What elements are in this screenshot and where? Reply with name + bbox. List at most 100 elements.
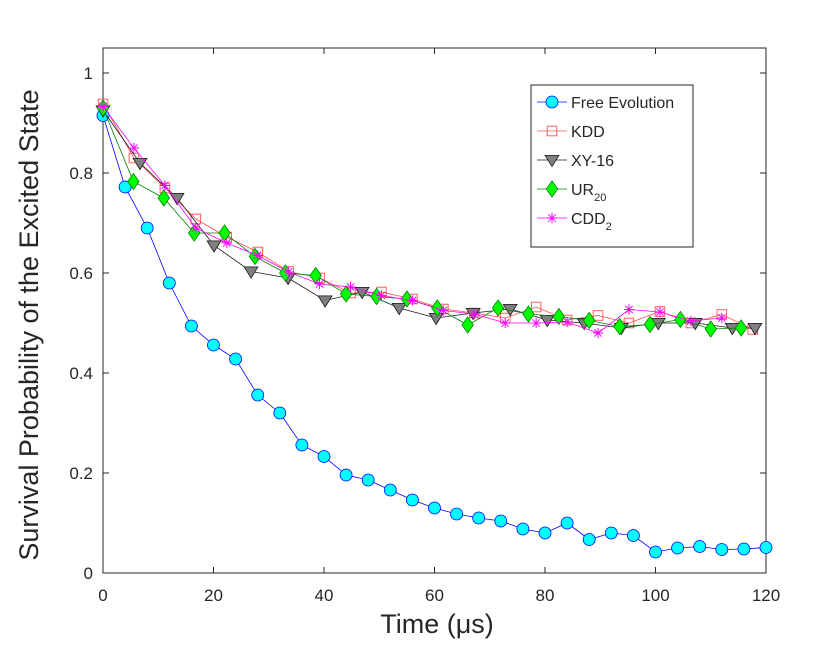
legend-label-subscript: 2	[606, 221, 612, 233]
data-point-xy16	[747, 322, 763, 336]
data-point-free	[184, 319, 198, 333]
data-point-xy16	[169, 192, 185, 206]
data-point-cdd2	[376, 290, 387, 301]
series-cdd2	[97, 101, 727, 339]
data-point-free	[140, 221, 154, 235]
data-point-cdd2	[345, 281, 356, 293]
legend-item-xy16: XY-16	[537, 153, 614, 170]
data-point-cdd2	[159, 180, 170, 191]
data-point-xy16	[354, 286, 370, 300]
axes-group: 0 20 40 60 80 100 120 0 0.2 0.4 0.6 0.8 1	[69, 47, 780, 605]
legend-marker-cdd2	[546, 212, 558, 224]
data-point-ur20	[491, 299, 505, 317]
legend-item-cdd2: CDD2	[537, 211, 612, 233]
legend-marker-free	[545, 95, 559, 109]
data-point-free	[162, 276, 176, 290]
data-point-cdd2	[190, 222, 201, 234]
data-point-ur20	[583, 311, 596, 330]
data-point-xy16	[243, 266, 259, 279]
data-point-free	[560, 516, 574, 530]
data-point-free	[383, 483, 397, 497]
data-point-cdd2	[685, 315, 696, 327]
data-point-free	[339, 468, 353, 482]
data-point-free	[361, 473, 375, 487]
y-tick-label: 0.6	[69, 264, 93, 283]
data-point-cdd2	[128, 142, 140, 154]
data-point-kdd	[530, 301, 542, 313]
data-point-ur20	[552, 307, 566, 326]
data-point-free	[229, 352, 243, 366]
data-point-free	[295, 438, 309, 452]
series-line-kdd	[102, 103, 753, 330]
data-point-free	[649, 545, 662, 559]
y-tick-label: 0.4	[69, 364, 93, 383]
data-point-free	[428, 501, 441, 515]
legend-marker-ur20	[545, 180, 559, 198]
legend-label-xy16: XY-16	[571, 153, 614, 170]
y-tick-label: 1	[84, 64, 93, 83]
data-point-free	[516, 522, 530, 536]
data-point-ur20	[157, 189, 170, 207]
data-point-cdd2	[283, 266, 294, 278]
data-point-free	[494, 514, 508, 528]
data-point-ur20	[431, 299, 444, 317]
data-point-free	[604, 526, 618, 540]
legend: Free Evolution KDD XY-16 UR20 CDD2	[530, 84, 694, 248]
data-point-free	[251, 388, 265, 402]
x-tick-label: 100	[641, 586, 669, 605]
y-tick-label: 0.8	[69, 164, 93, 183]
legend-label-kdd: KDD	[571, 124, 605, 141]
data-point-cdd2	[407, 295, 418, 306]
y-axis-label: Survival Probability of the Excited Stat…	[14, 89, 44, 560]
legend-box	[530, 84, 694, 248]
legend-label-main: UR	[571, 182, 594, 199]
data-point-ur20	[613, 317, 626, 336]
data-point-cdd2	[562, 316, 573, 328]
x-axis-label: Time (μs)	[380, 609, 494, 639]
data-point-free	[582, 533, 596, 546]
legend-label-subscript: 20	[594, 192, 606, 204]
data-point-ur20	[734, 319, 748, 337]
legend-item-free: Free Evolution	[537, 95, 674, 112]
x-tick-label: 40	[315, 586, 334, 605]
x-tick-label: 120	[752, 586, 780, 605]
legend-label-main: CDD	[571, 211, 606, 228]
data-point-ur20	[339, 285, 353, 303]
data-point-free	[693, 540, 707, 553]
data-point-free	[627, 529, 640, 542]
data-point-xy16	[391, 302, 407, 316]
data-point-ur20	[522, 305, 535, 323]
data-point-xy16	[132, 157, 148, 171]
legend-label-free: Free Evolution	[571, 95, 674, 112]
data-point-cdd2	[438, 305, 449, 316]
data-point-cdd2	[469, 308, 480, 320]
y-tick-label: 0	[84, 564, 93, 583]
legend-label-main: KDD	[571, 124, 605, 141]
data-point-free	[538, 526, 552, 540]
data-point-cdd2	[531, 317, 542, 329]
data-point-cdd2	[314, 278, 325, 290]
data-point-cdd2	[716, 312, 727, 324]
data-point-free	[273, 406, 287, 420]
series-free	[96, 109, 773, 559]
data-point-xy16	[206, 240, 222, 253]
legend-label-main: Free Evolution	[571, 95, 674, 112]
series-ur20	[96, 99, 748, 338]
x-tick-label: 20	[204, 586, 223, 605]
data-point-cdd2	[221, 237, 232, 249]
data-point-free	[472, 511, 486, 525]
x-tick-label: 60	[425, 586, 444, 605]
data-point-ur20	[127, 172, 140, 191]
data-point-free	[737, 542, 751, 556]
data-point-cdd2	[97, 101, 109, 112]
data-point-free	[450, 507, 464, 521]
x-tick-label: 80	[536, 586, 555, 605]
legend-marker-kdd	[546, 125, 558, 137]
data-point-free	[405, 493, 419, 507]
data-point-free	[207, 338, 220, 352]
data-point-free	[317, 450, 331, 463]
data-point-free	[715, 543, 729, 556]
y-tick-label: 0.2	[69, 464, 93, 483]
data-point-cdd2	[654, 306, 666, 318]
